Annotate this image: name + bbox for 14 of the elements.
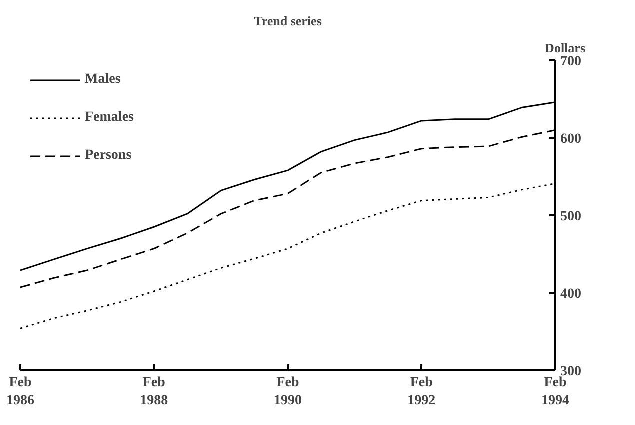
x-tick-label: Feb 1988 — [140, 376, 168, 408]
x-tick-label: Feb 1992 — [408, 376, 436, 408]
legend-label: Females — [85, 110, 134, 126]
y-tick-label: 400 — [560, 287, 582, 302]
line-series — [20, 182, 556, 330]
y-tick-label: 500 — [560, 210, 582, 224]
x-tick-label: Feb 1986 — [6, 376, 34, 408]
legend-label: Persons — [85, 148, 132, 164]
legend-label: Males — [85, 72, 121, 88]
chart-title: Trend series — [254, 14, 322, 28]
y-axis-title: Dollars — [545, 40, 586, 56]
x-tick-label: Feb 1990 — [274, 376, 302, 408]
y-tick-label: 600 — [560, 132, 582, 147]
y-tick-label: 700 — [560, 54, 582, 70]
